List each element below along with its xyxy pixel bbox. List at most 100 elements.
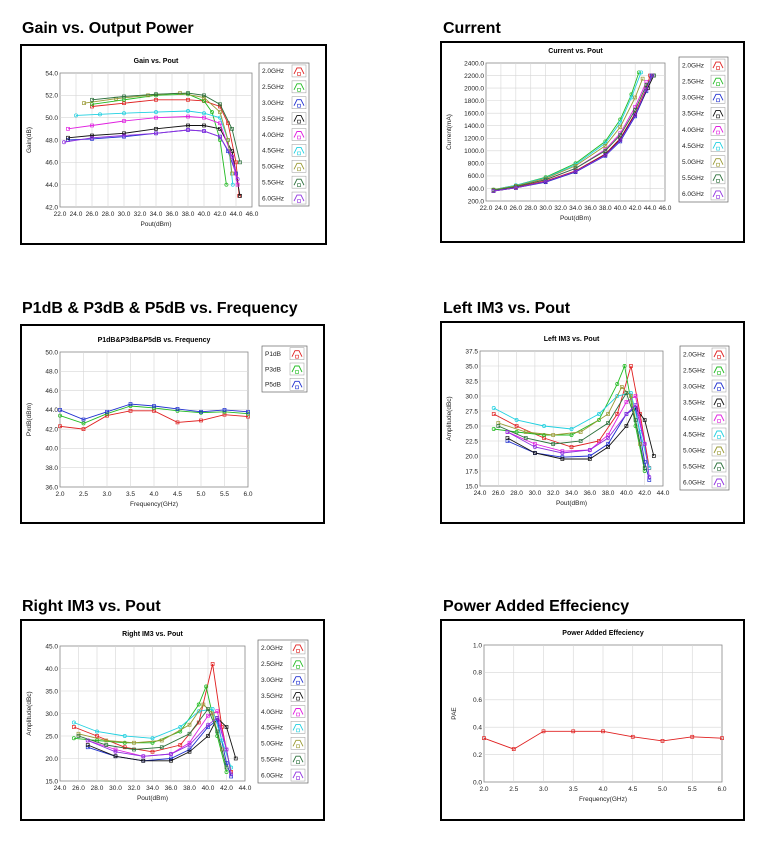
data-point (596, 418, 601, 422)
legend-line (292, 676, 304, 683)
legend-line (713, 414, 725, 422)
data-point (85, 738, 90, 743)
data-point (85, 745, 90, 750)
legend-label: 4.5GHz (262, 148, 284, 155)
x-tick-label: 28.0 (102, 211, 115, 218)
series-line (87, 717, 232, 775)
data-point (491, 412, 496, 416)
data-point (233, 756, 238, 761)
legend-line (292, 739, 304, 747)
y-tick-label: 38.0 (45, 465, 58, 472)
legend-marker (296, 665, 300, 669)
legend-marker (716, 98, 720, 103)
data-point (513, 185, 518, 190)
y-tick-label: 30.0 (465, 393, 478, 400)
x-tick-label: 22.0 (480, 205, 493, 212)
legend-swatch (711, 411, 727, 425)
data-point (642, 418, 647, 422)
y-tick-label: 32.5 (465, 378, 478, 385)
data-point (569, 445, 574, 449)
data-point (71, 736, 76, 741)
data-point (186, 114, 190, 119)
chart-title: Gain vs. Pout (134, 58, 179, 65)
data-point (618, 125, 623, 129)
data-point (629, 394, 633, 398)
legend-swatch (290, 737, 306, 750)
legend-marker (297, 199, 301, 203)
series-line (493, 78, 644, 191)
x-tick-label: 4.5 (173, 491, 182, 498)
y-tick-label: 46.0 (45, 388, 58, 395)
data-point (199, 409, 203, 414)
data-point (596, 412, 601, 416)
legend-line (713, 382, 725, 390)
y-axis-label: Current(mA) (446, 114, 453, 150)
y-tick-label: 1600.0 (464, 110, 484, 117)
x-tick-label: 44.0 (230, 211, 243, 218)
data-point (81, 427, 86, 431)
data-point (196, 702, 201, 707)
x-tick-label: 32.0 (547, 490, 560, 497)
data-point (222, 408, 227, 412)
legend-label: 3.0GHz (262, 100, 284, 107)
y-tick-label: 1200.0 (464, 136, 484, 143)
data-point (640, 76, 645, 81)
x-tick-label: 32.0 (134, 211, 147, 218)
data-point (206, 713, 210, 718)
y-tick-label: 25.0 (465, 423, 478, 430)
data-point (720, 736, 724, 741)
data-point (642, 466, 647, 470)
legend-swatch (710, 155, 726, 168)
legend-marker (297, 167, 301, 172)
y-tick-label: 42.0 (45, 426, 58, 433)
data-point (154, 110, 158, 115)
legend-marker (297, 151, 301, 156)
legend-swatch (291, 80, 307, 94)
legend-label: 2.0GHz (683, 351, 705, 358)
legend-label: 2.5GHz (261, 661, 283, 668)
chart-title: Current vs. Pout (548, 48, 603, 55)
data-point (230, 154, 234, 159)
y-tick-label: 1400.0 (464, 123, 484, 130)
data-point (633, 403, 638, 407)
legend-label: 3.0GHz (683, 383, 705, 390)
legend-label: 2.5GHz (683, 367, 705, 374)
data-point (496, 424, 501, 428)
data-point (542, 433, 547, 437)
y-tick-label: 2200.0 (464, 73, 484, 80)
data-point (159, 738, 164, 743)
legend-marker (297, 119, 301, 124)
data-point (603, 148, 608, 153)
legend-swatch (711, 459, 727, 473)
legend-label: 5.0GHz (683, 447, 705, 454)
legend-label: 5.5GHz (261, 756, 283, 763)
data-point (543, 179, 548, 184)
legend-marker (717, 387, 721, 391)
data-point (187, 731, 192, 736)
y-tick-label: 1.0 (473, 642, 482, 649)
data-point (186, 97, 190, 102)
x-tick-label: 28.0 (91, 785, 104, 792)
pae-chart-panel: Power Added Effeciency 2.0 2.5 3.0 3.5 4.0 4.5… (440, 619, 745, 821)
x-tick-label: 2.0 (479, 786, 488, 793)
data-point (619, 385, 624, 389)
data-point (618, 133, 623, 137)
gain-chart-panel: Gain vs. Pout 22.0 24.0 26.0 28.0 30.0 32.0 34.… (20, 44, 327, 245)
data-point (229, 772, 234, 777)
data-point (122, 745, 127, 750)
series-line (59, 403, 249, 420)
data-point (187, 722, 192, 727)
data-point (226, 138, 230, 142)
y-tick-label: 30.0 (45, 711, 58, 718)
legend-label: 3.0GHz (682, 95, 704, 102)
x-tick-label: 44.0 (657, 490, 670, 497)
y-tick-label: 50.0 (45, 349, 58, 356)
legend-swatch (291, 112, 307, 125)
pxdb-chart: P1dB&P3dB&P5dB vs. Frequency 2.0 2.5 3.0 3.5… (26, 337, 308, 508)
y-axis-label: Amplitude(dBc) (446, 396, 453, 440)
x-tick-label: 30.0 (118, 211, 131, 218)
x-tick-label: 3.5 (126, 491, 135, 498)
data-point (186, 91, 190, 95)
x-tick-label: 5.0 (658, 786, 667, 793)
data-point (629, 364, 633, 368)
